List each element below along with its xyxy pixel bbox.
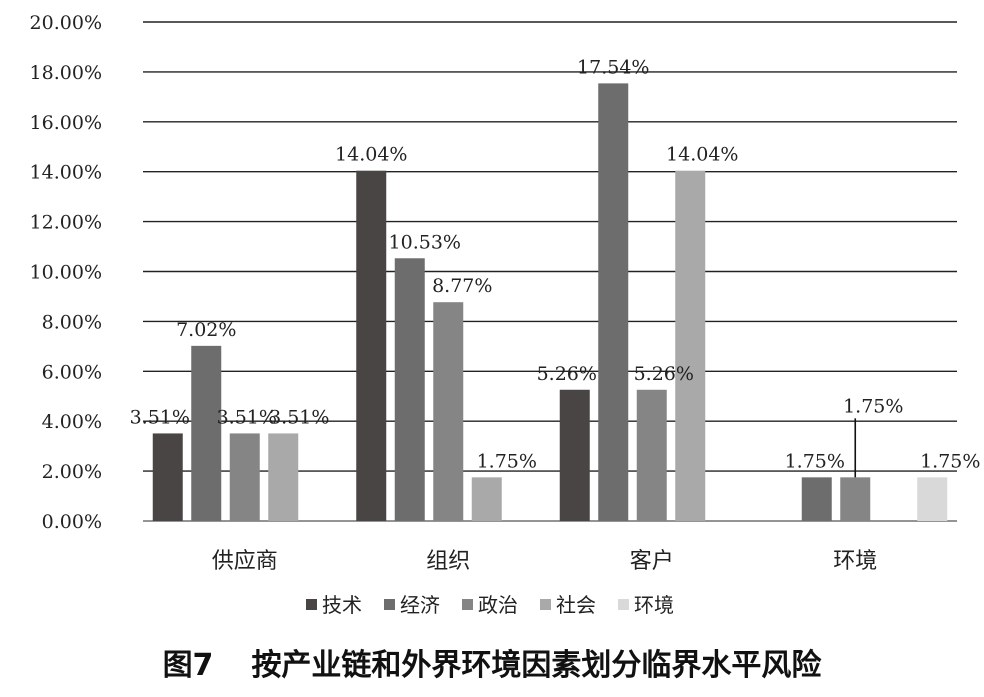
y-tick-label: 18.00% — [30, 62, 102, 84]
data-label: 1.75% — [477, 450, 537, 472]
gridlines — [143, 21, 957, 522]
data-label: 3.51% — [130, 406, 190, 428]
data-label: 1.75% — [920, 450, 980, 472]
legend-label: 经济 — [400, 593, 440, 617]
bar — [840, 477, 871, 521]
data-labels: 3.51%7.02%3.51%3.51%14.04%10.53%8.77%1.7… — [130, 56, 980, 478]
y-axis: 0.00% 2.00% 4.00% 6.00% 8.00% 10.00% 12.00% 14.… — [30, 12, 102, 533]
data-label: 14.04% — [335, 144, 407, 166]
figure-number: 图7 — [162, 648, 214, 683]
bar — [229, 433, 260, 521]
data-label: 3.51% — [269, 406, 329, 428]
legend-label: 社会 — [556, 593, 596, 617]
bar — [675, 170, 706, 521]
legend-label: 技术 — [322, 593, 362, 617]
y-tick-label: 20.00% — [30, 12, 102, 34]
bar — [636, 389, 667, 521]
legend-label: 政治 — [478, 593, 518, 617]
bar — [917, 477, 948, 521]
x-category-label: 客户 — [630, 549, 674, 574]
bar — [394, 258, 425, 521]
legend-label: 环境 — [634, 593, 674, 617]
data-label: 17.54% — [577, 56, 649, 78]
bar — [471, 477, 502, 521]
y-tick-label: 16.00% — [30, 112, 102, 134]
data-label: 5.26% — [537, 363, 597, 385]
data-label: 10.53% — [389, 231, 461, 253]
y-tick-label: 6.00% — [42, 361, 102, 383]
legend: 技术 经济 政治 社会 环境 — [306, 593, 674, 617]
data-label: 8.77% — [432, 275, 492, 297]
legend-swatch — [384, 599, 395, 610]
x-category-label: 组织 — [426, 549, 470, 574]
y-tick-label: 14.00% — [30, 162, 102, 184]
data-label: 14.04% — [666, 144, 738, 166]
y-tick-label: 10.00% — [30, 262, 102, 284]
bar-chart: 0.00% 2.00% 4.00% 6.00% 8.00% 10.00% 12.00% 14.… — [30, 12, 981, 617]
data-label: 1.75% — [785, 450, 845, 472]
y-tick-label: 12.00% — [30, 212, 102, 234]
x-category-label: 供应商 — [212, 549, 278, 574]
data-label: 7.02% — [176, 319, 236, 341]
legend-swatch — [462, 599, 473, 610]
bar — [152, 433, 183, 521]
x-axis: 供应商 组织 客户 环境 — [212, 549, 878, 574]
y-tick-label: 0.00% — [42, 511, 102, 533]
bar — [433, 302, 464, 521]
bar — [598, 83, 629, 521]
bar — [559, 389, 590, 521]
bar — [801, 477, 832, 521]
y-tick-label: 2.00% — [42, 461, 102, 483]
data-label: 1.75% — [843, 395, 903, 417]
bar — [356, 170, 387, 521]
x-category-label: 环境 — [833, 549, 877, 574]
figure-title: 按产业链和外界环境因素划分临界水平风险 — [251, 648, 822, 683]
legend-swatch — [618, 599, 629, 610]
y-tick-label: 8.00% — [42, 311, 102, 333]
bar — [268, 433, 299, 521]
legend-swatch — [306, 599, 317, 610]
bars — [152, 83, 948, 521]
bar — [191, 345, 222, 521]
y-tick-label: 4.00% — [42, 411, 102, 433]
figure-caption: 图7 按产业链和外界环境因素划分临界水平风险 — [0, 640, 984, 684]
legend-swatch — [540, 599, 551, 610]
data-label: 5.26% — [634, 363, 694, 385]
data-label: 3.51% — [217, 406, 277, 428]
